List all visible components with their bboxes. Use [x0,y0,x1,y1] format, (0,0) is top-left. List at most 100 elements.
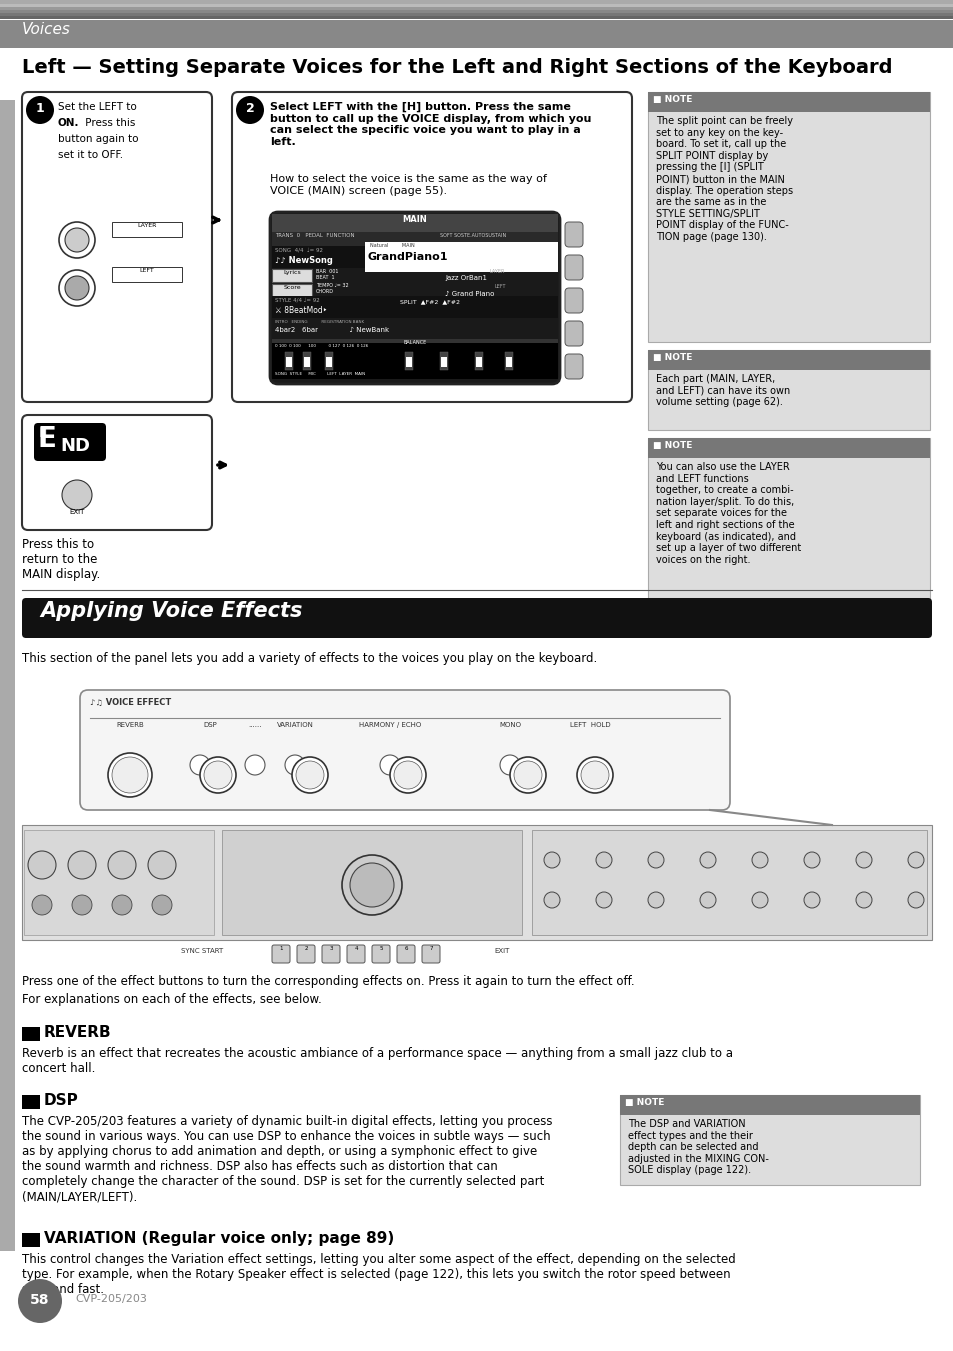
Text: Press this to
return to the
MAIN display.: Press this to return to the MAIN display… [22,538,100,581]
Circle shape [499,755,519,775]
Bar [647,438,929,458]
Circle shape [26,96,54,124]
FancyBboxPatch shape [272,944,290,963]
Text: Select LEFT with the [H] button. Press the same
button to call up the VOICE disp: Select LEFT with the [H] button. Press t… [270,101,591,147]
Text: LEFT: LEFT [139,267,154,273]
Circle shape [148,851,175,880]
Text: SONG  4/4  ♩= 92: SONG 4/4 ♩= 92 [274,247,323,253]
Circle shape [514,761,541,789]
Circle shape [647,852,663,867]
Text: 0 100  0 100      100          0 127  0 126  0 126: 0 100 0 100 100 0 127 0 126 0 126 [274,345,368,349]
Bar [304,357,310,367]
Text: This control changes the Variation effect settings, letting you alter some aspec: This control changes the Variation effec… [22,1252,735,1296]
Circle shape [295,761,324,789]
Circle shape [647,892,663,908]
Text: Jazz OrBan1: Jazz OrBan1 [444,276,486,281]
Text: ■ NOTE: ■ NOTE [624,1098,663,1106]
Bar [0,20,953,49]
Bar [0,100,15,1251]
Bar [647,438,929,598]
Circle shape [341,855,401,915]
Circle shape [580,761,608,789]
Text: GrandPiano1: GrandPiano1 [368,253,448,262]
FancyBboxPatch shape [22,415,212,530]
Circle shape [32,894,52,915]
Text: ⚔ 8BeatMod‣: ⚔ 8BeatMod‣ [274,305,327,315]
Text: 7: 7 [429,946,433,951]
Text: 1: 1 [279,946,282,951]
Text: 4bar2   6bar              ♪ NewBank: 4bar2 6bar ♪ NewBank [274,327,389,332]
Circle shape [235,96,264,124]
Bar [647,92,929,112]
Bar [272,343,558,380]
Bar [303,353,311,370]
Bar [272,296,558,317]
Text: LAYER: LAYER [490,269,505,274]
Circle shape [543,892,559,908]
Bar [406,357,412,367]
Bar [285,353,293,370]
Text: SOFT SOSTE.AUTOSUSTAIN: SOFT SOSTE.AUTOSUSTAIN [439,232,506,238]
Text: MAIN: MAIN [402,215,427,224]
Text: 6: 6 [404,946,407,951]
Text: Press one of the effect buttons to turn the corresponding effects on. Press it a: Press one of the effect buttons to turn … [22,975,634,988]
Circle shape [855,892,871,908]
Bar [22,1233,40,1247]
Bar [314,282,364,295]
Text: ON.: ON. [58,118,79,128]
Circle shape [108,851,136,880]
Text: ......: ...... [248,721,261,728]
Circle shape [152,894,172,915]
Text: Lyrics: Lyrics [283,270,300,276]
Text: HARMONY / ECHO: HARMONY / ECHO [358,721,420,728]
Circle shape [803,892,820,908]
Bar [0,14,953,16]
Circle shape [596,892,612,908]
Bar [286,357,292,367]
Circle shape [200,757,235,793]
FancyBboxPatch shape [372,944,390,963]
Bar [532,830,926,935]
Bar [22,1096,40,1109]
Circle shape [379,755,399,775]
Bar [272,246,558,267]
Bar [24,830,213,935]
Text: EXIT: EXIT [494,948,509,954]
FancyBboxPatch shape [421,944,439,963]
Text: BEAT  1: BEAT 1 [315,276,335,280]
Bar [0,4,953,7]
Bar [0,9,953,14]
Bar [440,357,447,367]
Text: You can also use the LAYER
and LEFT functions
together, to create a combi-
natio: You can also use the LAYER and LEFT func… [656,462,801,565]
Text: button again to: button again to [58,134,138,145]
FancyBboxPatch shape [80,690,729,811]
Circle shape [59,270,95,305]
FancyBboxPatch shape [564,288,582,313]
Circle shape [285,755,305,775]
Bar [272,269,312,282]
Bar [22,825,931,940]
Text: E: E [38,426,57,453]
Circle shape [803,852,820,867]
FancyBboxPatch shape [34,423,106,461]
Circle shape [65,228,89,253]
Circle shape [112,757,148,793]
Text: Voices: Voices [22,22,71,36]
Circle shape [700,892,716,908]
Text: Reverb is an effect that recreates the acoustic ambiance of a performance space : Reverb is an effect that recreates the a… [22,1047,732,1075]
FancyBboxPatch shape [564,255,582,280]
Text: Score: Score [283,285,300,290]
Bar [505,357,512,367]
Text: LEFT  HOLD: LEFT HOLD [569,721,610,728]
Circle shape [204,761,232,789]
Bar [272,284,312,297]
FancyBboxPatch shape [564,222,582,247]
FancyBboxPatch shape [270,212,559,384]
Text: Natural         MAIN: Natural MAIN [370,243,415,249]
Circle shape [292,757,328,793]
FancyBboxPatch shape [232,92,631,403]
Bar [22,1027,40,1042]
Text: LEFT: LEFT [495,284,506,289]
Text: This section of the panel lets you add a variety of effects to the voices you pl: This section of the panel lets you add a… [22,653,597,665]
Text: ♪♫ VOICE EFFECT: ♪♫ VOICE EFFECT [90,698,172,707]
